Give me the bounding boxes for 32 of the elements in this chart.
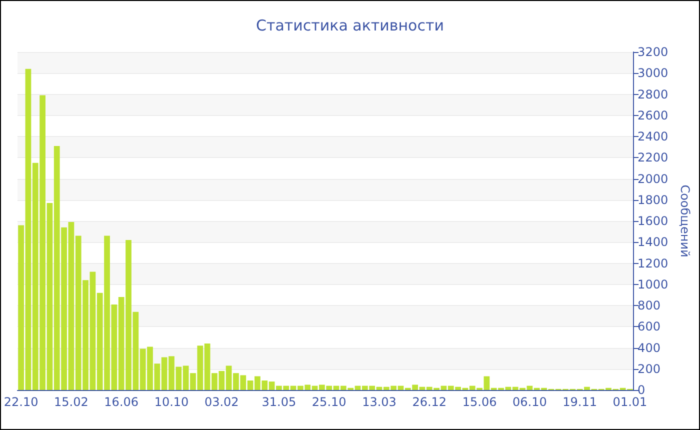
x-tick-label: 06.10	[512, 395, 547, 409]
y-axis-title: Сообщений	[678, 184, 692, 258]
y-tick-label: 1600	[638, 214, 668, 228]
x-tick-label: 03.02	[204, 395, 239, 409]
y-tick-label: 3000	[638, 66, 668, 80]
x-tick-label: 13.03	[362, 395, 396, 409]
x-tick-label: 15.06	[462, 395, 497, 409]
y-tick-label: 2600	[638, 108, 668, 122]
x-tick-label: 31.05	[262, 395, 296, 409]
y-tick-label: 1000	[638, 277, 668, 292]
x-tick-label: 25.10	[312, 395, 346, 409]
x-tick-label: 15.02	[54, 395, 88, 409]
y-tick-label: 2400	[638, 130, 668, 144]
y-tick-label: 200	[638, 362, 660, 376]
y-tick-label: 1200	[638, 256, 668, 270]
y-tick-label: 0	[638, 383, 646, 397]
x-tick-label: 01.01	[612, 395, 648, 409]
x-tick-label: 22.10	[4, 395, 38, 409]
x-tick-label: 19.11	[562, 395, 598, 409]
x-tick-label: 16.06	[104, 395, 139, 409]
y-tick-label: 2200	[638, 150, 668, 165]
x-tick-label: 26.12	[412, 395, 447, 409]
y-tick-label: 3200	[638, 45, 668, 59]
x-tick-label: 10.10	[154, 395, 189, 409]
chart-title: Статистика активности	[256, 16, 444, 34]
y-tick-label: 2800	[638, 87, 668, 102]
y-tick-label: 1400	[638, 235, 668, 250]
y-tick-label: 2000	[638, 172, 668, 186]
y-tick-label: 1800	[638, 192, 668, 207]
y-tick-label: 400	[638, 340, 660, 355]
y-tick-label: 800	[638, 298, 660, 312]
y-tick-label: 600	[638, 320, 660, 334]
